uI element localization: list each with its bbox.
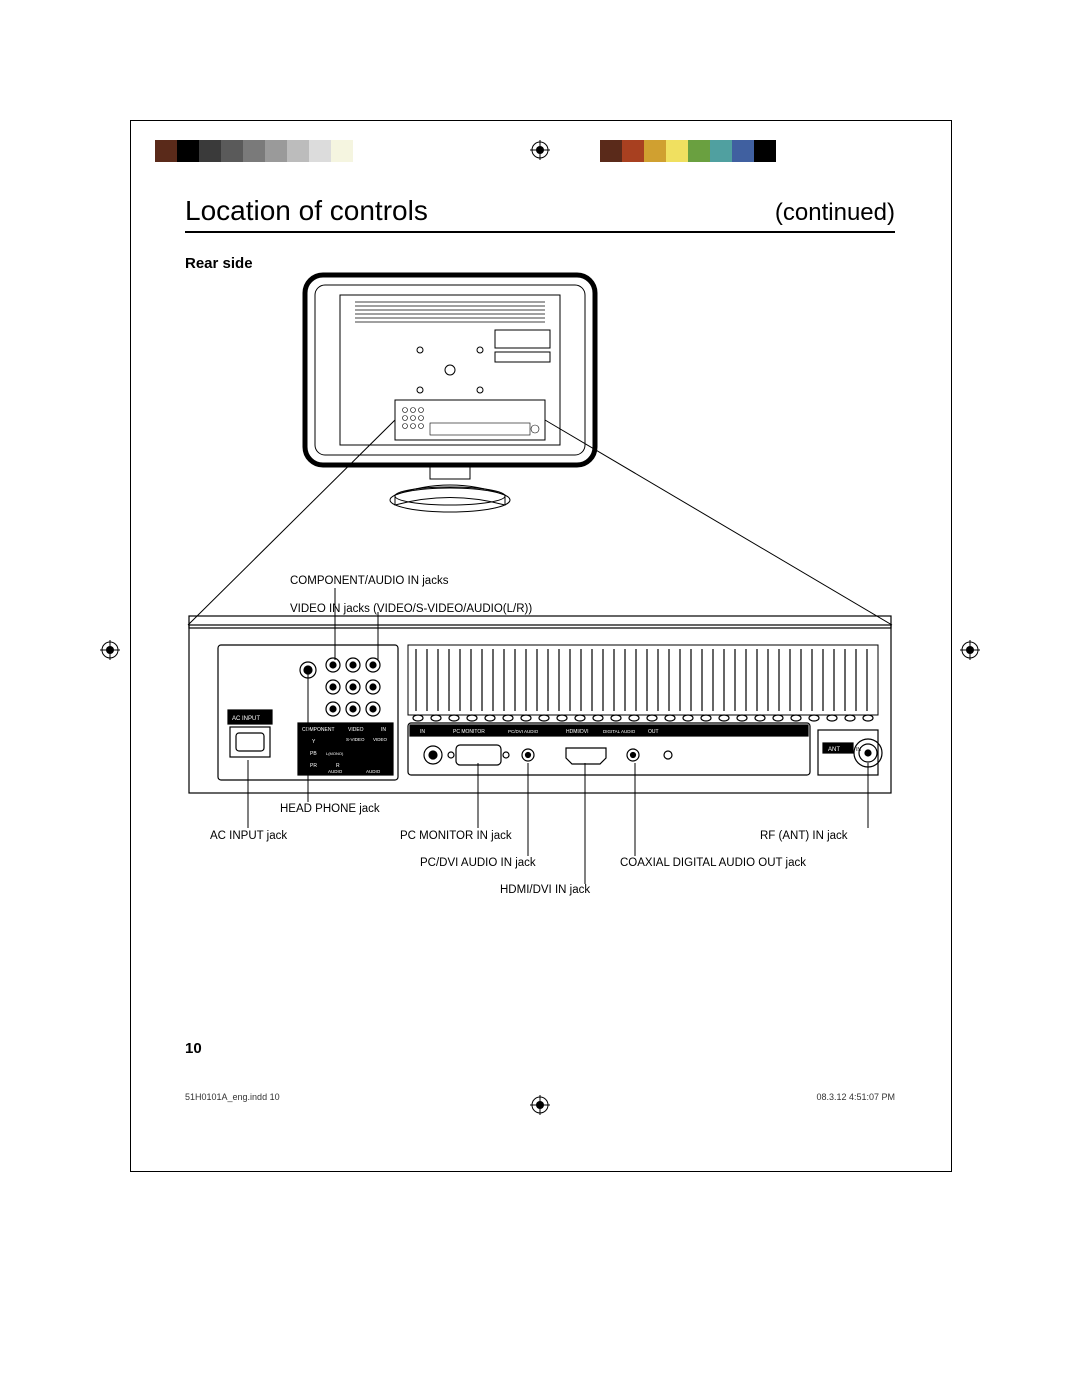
label-pc-dvi-audio-in-jack: PC/DVI AUDIO IN jack (420, 857, 536, 869)
label-headphone-jack: HEAD PHONE jack (280, 803, 380, 815)
panel-label-in2: IN (420, 729, 425, 735)
panel-label-ac-input: AC INPUT (232, 716, 260, 722)
page-title-row: Location of controls (continued) (185, 195, 895, 233)
color-swatch (732, 140, 754, 162)
label-hdmi-dvi-in-jack: HDMI/DVI IN jack (500, 884, 590, 896)
color-swatch (243, 140, 265, 162)
panel-label-hdmi-dvi: HDMI/DVI (566, 729, 589, 735)
registration-mark-icon (530, 140, 550, 160)
label-rf-ant-in-jack: RF (ANT) IN jack (760, 830, 848, 842)
registration-mark-icon (100, 640, 120, 660)
color-swatch (177, 140, 199, 162)
color-swatch (155, 140, 177, 162)
footer-filename: 51H0101A_eng.indd 10 (185, 1092, 280, 1102)
color-swatch (309, 140, 331, 162)
panel-label-lmono: L(MONO) (326, 751, 344, 756)
panel-label-coaxial: COAXIAL (620, 737, 640, 742)
tv-rear-diagram (300, 270, 600, 520)
color-swatch (221, 140, 243, 162)
color-swatch (798, 140, 820, 162)
panel-label-out: OUT (648, 729, 659, 735)
panel-label-svideo: S-VIDEO (346, 737, 365, 742)
page-title-continued: (continued) (775, 199, 895, 227)
panel-label-audio: AUDIO (328, 769, 343, 774)
color-swatch (710, 140, 732, 162)
printer-color-bar-right (600, 140, 820, 162)
page-number: 10 (185, 1040, 202, 1057)
label-component-audio-in: COMPONENT/AUDIO IN jacks (290, 574, 790, 589)
panel-label-ant-in: IN (856, 747, 861, 753)
color-swatch (287, 140, 309, 162)
panel-label-audio2: AUDIO (366, 769, 381, 774)
page-title: Location of controls (185, 195, 428, 227)
color-swatch (776, 140, 798, 162)
panel-label-pb: PB (310, 751, 317, 757)
color-swatch (622, 140, 644, 162)
registration-mark-icon (530, 1095, 550, 1115)
label-ac-input-jack: AC INPUT jack (210, 830, 287, 842)
panel-label-pcmonitor: PC MONITOR (453, 729, 485, 735)
panel-label-video: VIDEO (348, 727, 364, 733)
color-swatch (331, 140, 353, 162)
panel-label-digital-audio: DIGITAL AUDIO (603, 729, 636, 734)
printer-color-bar-left (155, 140, 375, 162)
color-swatch (600, 140, 622, 162)
color-swatch (353, 140, 375, 162)
color-swatch (644, 140, 666, 162)
color-swatch (688, 140, 710, 162)
color-swatch (754, 140, 776, 162)
panel-label-pr: PR (310, 763, 317, 769)
rear-panel-closeup: AC INPUT COMPONENT VIDEO IN S-VIDEO VIDE… (188, 615, 892, 795)
panel-label-in: IN (381, 727, 386, 733)
panel-label-component: COMPONENT (302, 727, 335, 733)
color-swatch (265, 140, 287, 162)
label-pc-monitor-in-jack: PC MONITOR IN jack (400, 830, 512, 842)
page-content: Location of controls (continued) Rear si… (185, 195, 895, 272)
registration-mark-icon (960, 640, 980, 660)
panel-label-ant: ANT (828, 747, 840, 753)
panel-label-video2: VIDEO (373, 737, 388, 742)
label-coaxial-digital-audio-out-jack: COAXIAL DIGITAL AUDIO OUT jack (620, 857, 806, 869)
footer-timestamp: 08.3.12 4:51:07 PM (816, 1092, 895, 1102)
color-swatch (199, 140, 221, 162)
color-swatch (666, 140, 688, 162)
panel-label-pcdvi-audio: PC/DVI AUDIO (508, 729, 539, 734)
